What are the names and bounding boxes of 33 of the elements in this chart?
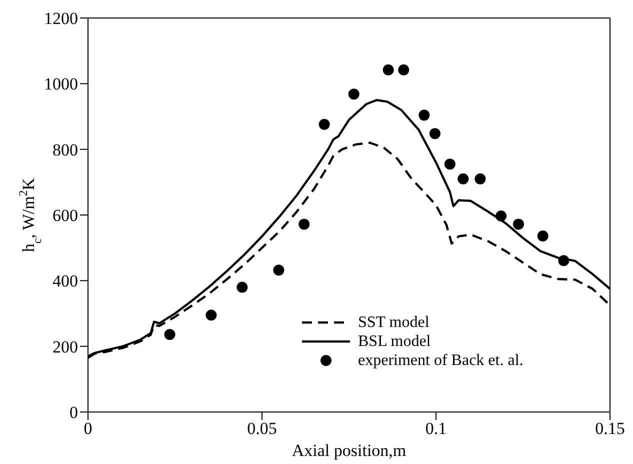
point (418, 110, 430, 121)
point (273, 264, 284, 276)
point (164, 329, 176, 340)
legend-label: SST model (358, 313, 430, 332)
x-tick-label: 0 (84, 419, 92, 438)
point (496, 210, 507, 222)
point (537, 230, 548, 242)
x-tick-label: 0.1 (425, 419, 447, 438)
point (429, 128, 440, 140)
point (398, 64, 410, 76)
point (558, 255, 570, 266)
point (444, 158, 456, 170)
point (348, 88, 360, 100)
point (236, 282, 248, 293)
x-axis-title: Axial position,m (292, 441, 406, 460)
y-tick-label: 1200 (44, 9, 78, 28)
y-tick-label: 800 (52, 140, 78, 160)
y-tick-label: 400 (52, 272, 78, 291)
y-tick-label: 200 (52, 337, 78, 356)
point (318, 118, 330, 130)
point (458, 173, 469, 184)
point (474, 173, 486, 184)
y-tick-label: 1000 (44, 74, 78, 94)
x-tick-label: 0.05 (247, 419, 277, 438)
point (298, 218, 310, 230)
point (206, 310, 217, 321)
legend-label: experiment of Back et. al. (358, 351, 524, 370)
point (512, 218, 524, 230)
point (382, 64, 394, 76)
y-tick-label: 600 (52, 206, 78, 226)
y-tick-label: 0 (70, 403, 78, 422)
legend-label: BSL model (358, 332, 431, 351)
x-tick-label: 0.15 (595, 419, 625, 438)
